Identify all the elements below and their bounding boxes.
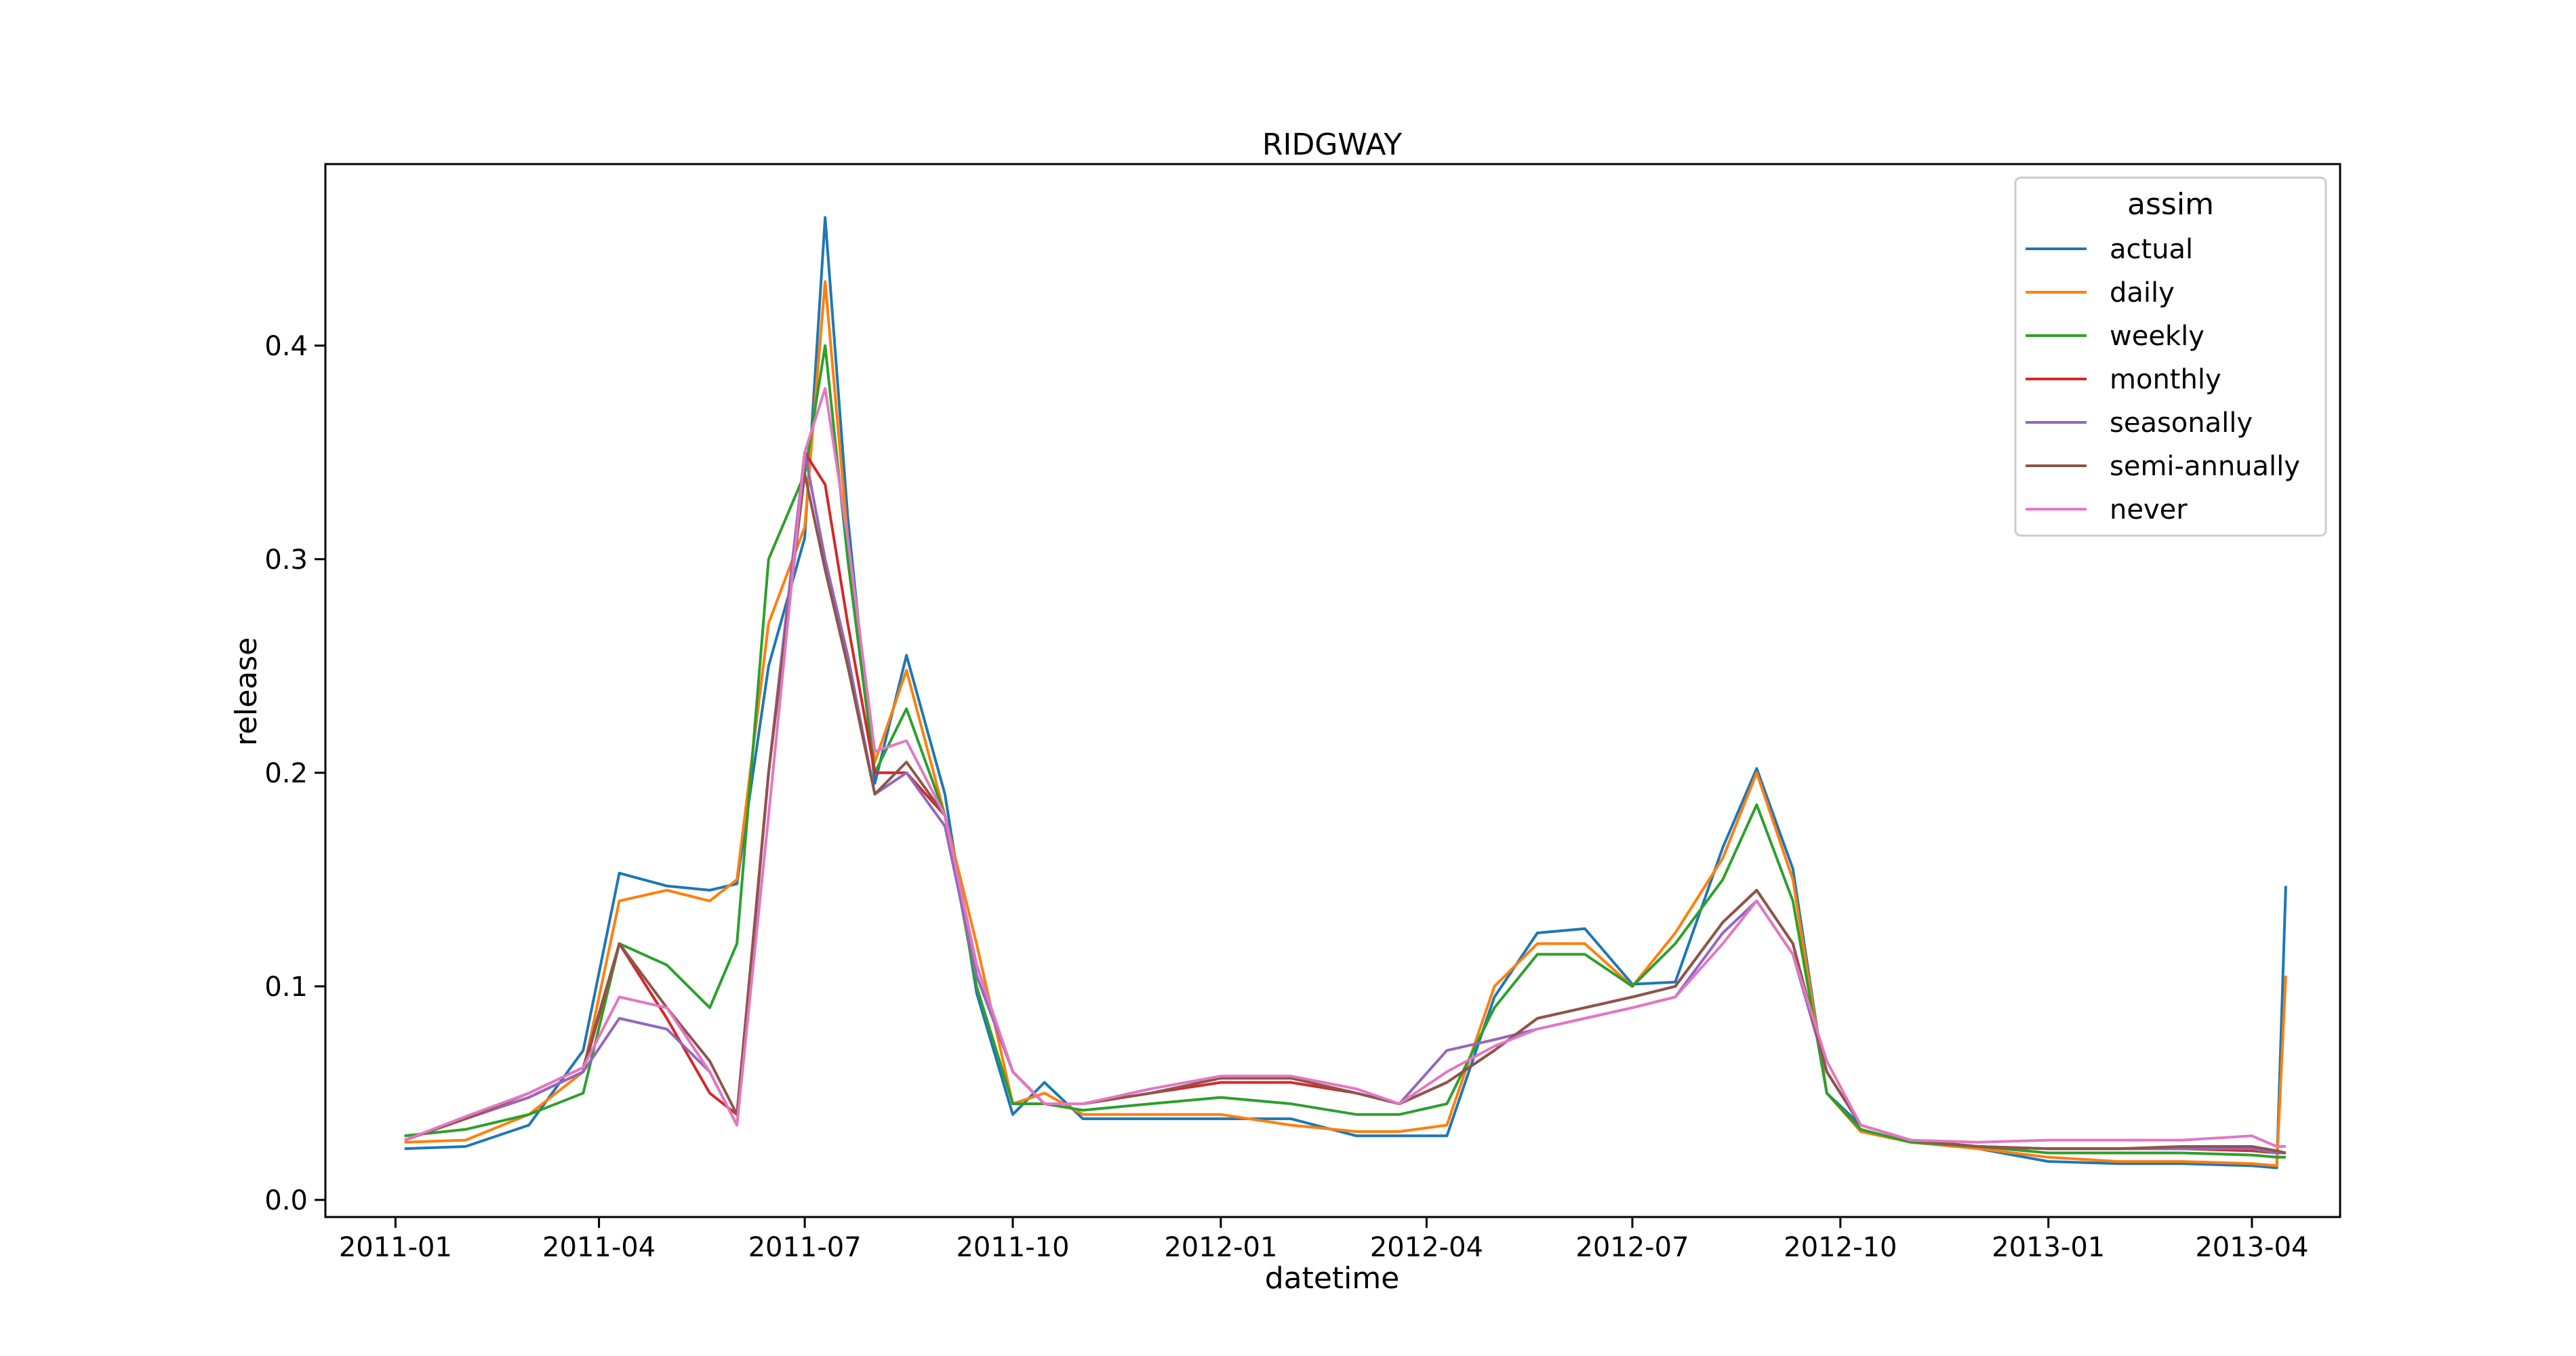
chart-title: RIDGWAY — [1262, 127, 1402, 162]
legend-label-seasonally: seasonally — [2110, 407, 2253, 439]
legend-label-never: never — [2110, 494, 2188, 525]
series-layer — [403, 216, 2287, 1170]
y-tick-label: 0.2 — [264, 758, 308, 789]
y-axis: 0.0 0.1 0.2 0.3 0.4 — [264, 331, 325, 1216]
x-tick-label: 2012-07 — [1575, 1232, 1689, 1263]
plot-frame — [324, 163, 2341, 1218]
x-tick-label: 2012-10 — [1784, 1232, 1897, 1263]
legend-title: assim — [2127, 187, 2214, 222]
series-line-seasonally — [404, 451, 2286, 1155]
legend-items: actual daily weekly monthly seasonally semi-a… — [2026, 234, 2300, 525]
series-line-weekly — [404, 344, 2286, 1159]
y-axis-label: release — [229, 637, 264, 746]
legend-label-monthly: monthly — [2110, 364, 2221, 395]
y-tick-label: 0.0 — [264, 1185, 308, 1216]
x-tick-label: 2011-07 — [748, 1232, 862, 1263]
legend-label-semi-annually: semi-annually — [2110, 451, 2300, 482]
legend-label-weekly: weekly — [2110, 321, 2205, 352]
legend-box — [2014, 176, 2327, 537]
y-tick-label: 0.4 — [264, 331, 308, 362]
x-tick-label: 2013-04 — [2195, 1232, 2308, 1263]
x-tick-label: 2011-01 — [339, 1232, 452, 1263]
x-axis: 2011-01 2011-04 2011-07 2011-10 2012-01 2012-… — [339, 1217, 2308, 1263]
x-tick-label: 2013-01 — [1992, 1232, 2105, 1263]
legend: assim actual daily weekly monthly seasonally… — [2014, 176, 2327, 537]
x-tick-label: 2011-10 — [956, 1232, 1069, 1263]
x-axis-label: datetime — [1265, 1261, 1400, 1296]
legend-label-actual: actual — [2110, 234, 2193, 265]
series-line-actual — [404, 216, 2287, 1170]
legend-label-daily: daily — [2110, 277, 2175, 308]
series-line-never — [403, 386, 2286, 1148]
x-tick-label: 2012-04 — [1370, 1232, 1483, 1263]
x-tick-label: 2011-04 — [542, 1232, 656, 1263]
y-tick-label: 0.1 — [264, 972, 308, 1003]
x-tick-label: 2012-01 — [1164, 1232, 1277, 1263]
y-tick-label: 0.3 — [264, 544, 308, 576]
